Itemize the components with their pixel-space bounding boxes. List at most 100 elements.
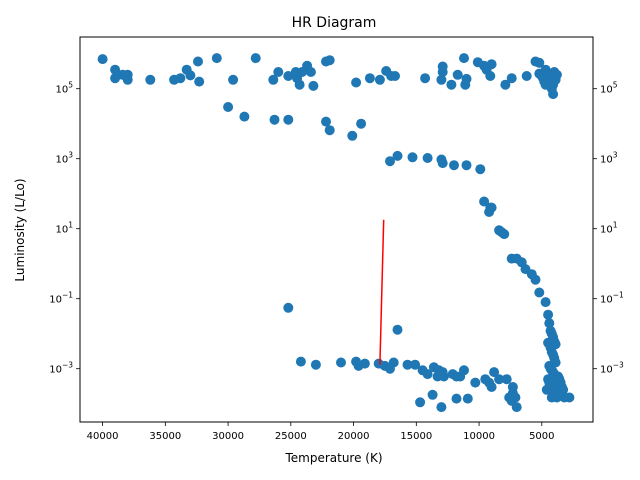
y-tick-label: 105 — [55, 81, 73, 96]
data-point — [449, 160, 459, 171]
data-point — [175, 73, 186, 84]
data-point — [185, 70, 196, 81]
data-point — [540, 297, 551, 308]
y-axis-label: Luminosity (L/Lo) — [13, 178, 27, 281]
data-point — [145, 74, 156, 85]
data-point — [452, 69, 463, 80]
data-point — [194, 76, 205, 87]
y-tick-label: 10−3 — [49, 361, 73, 376]
data-point — [436, 402, 447, 413]
data-point — [551, 69, 562, 80]
y-tick-label-right: 103 — [600, 151, 618, 166]
chart-title: HR Diagram — [292, 15, 377, 31]
data-point — [283, 71, 294, 81]
data-point — [294, 79, 305, 90]
data-point — [308, 80, 319, 91]
data-point — [494, 374, 505, 385]
data-point — [402, 359, 413, 370]
data-point — [390, 71, 400, 81]
data-point — [511, 402, 522, 413]
y-tick-label-right: 105 — [600, 81, 618, 96]
data-point — [407, 152, 418, 163]
data-point — [461, 73, 472, 84]
series-line — [379, 219, 385, 365]
x-tick-label: 40000 — [87, 431, 119, 442]
x-tick-label: 25000 — [275, 431, 307, 442]
data-point — [295, 356, 306, 367]
data-point — [223, 102, 234, 112]
data-point — [420, 73, 431, 84]
x-tick-label: 5000 — [529, 431, 554, 442]
data-point — [543, 309, 554, 320]
data-point — [351, 77, 362, 88]
data-point — [356, 118, 367, 129]
y-tick-label-right: 10−3 — [600, 361, 624, 376]
data-point — [392, 150, 403, 161]
data-point — [427, 389, 438, 400]
data-point — [110, 64, 121, 75]
x-tick-label: 15000 — [400, 431, 432, 442]
axes: 40000 35000 30000 25000 20000 15000 10000 5000 1… — [49, 36, 624, 442]
data-point — [451, 393, 462, 404]
data-point — [501, 374, 512, 385]
data-point — [422, 153, 433, 163]
data-point — [479, 196, 490, 207]
x-tick-label: 20000 — [338, 431, 370, 442]
data-point — [122, 74, 133, 85]
data-point — [97, 54, 108, 65]
data-point — [239, 111, 250, 122]
data-point — [385, 156, 395, 167]
data-point — [347, 130, 358, 141]
chart-marks — [97, 53, 575, 413]
x-axis-label: Temperature (K) — [284, 451, 382, 465]
data-point — [486, 202, 497, 213]
data-point — [462, 393, 473, 404]
plot-area — [80, 37, 593, 422]
data-point — [534, 287, 545, 298]
y-tick-label-right: 10−1 — [600, 291, 624, 306]
data-point — [283, 114, 294, 125]
data-point — [489, 367, 500, 378]
data-point — [461, 160, 472, 171]
x-tick-label: 35000 — [149, 431, 181, 442]
data-point — [558, 384, 569, 395]
data-point — [499, 229, 510, 240]
data-point — [485, 71, 496, 81]
data-point — [436, 74, 447, 85]
data-point — [475, 164, 486, 175]
data-point — [392, 324, 403, 335]
data-point — [530, 274, 541, 285]
data-point — [451, 371, 462, 382]
data-point — [359, 358, 370, 369]
data-point — [534, 57, 545, 68]
data-point — [564, 392, 575, 403]
y-tick-label: 10−1 — [49, 291, 73, 306]
data-point — [228, 74, 239, 85]
data-point — [433, 365, 444, 376]
data-point — [415, 397, 426, 408]
data-point — [437, 61, 448, 72]
data-point — [250, 53, 261, 64]
data-point — [324, 125, 335, 136]
data-point — [422, 369, 433, 380]
data-point — [521, 71, 532, 81]
data-point — [541, 384, 552, 395]
data-point — [364, 73, 375, 84]
data-point — [486, 59, 497, 70]
y-tick-label-right: 101 — [600, 221, 618, 236]
data-point — [507, 388, 518, 399]
data-point — [484, 377, 495, 388]
data-point — [446, 79, 457, 90]
data-point — [211, 53, 222, 64]
data-point — [500, 79, 511, 90]
data-point — [544, 318, 555, 329]
data-point — [374, 74, 385, 85]
data-point — [506, 73, 517, 84]
data-point — [283, 302, 294, 313]
data-point — [336, 357, 346, 368]
data-point — [459, 53, 469, 64]
data-point — [437, 158, 448, 169]
data-point — [546, 392, 557, 403]
data-point — [110, 73, 121, 84]
data-point — [305, 67, 316, 77]
